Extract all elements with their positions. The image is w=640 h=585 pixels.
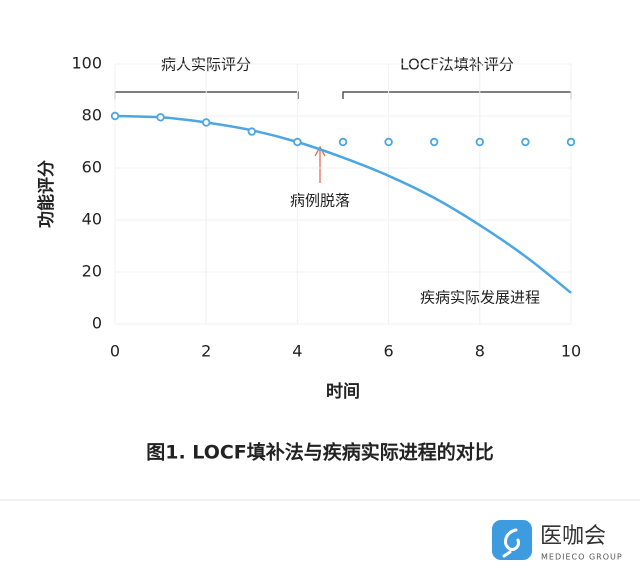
caption: 图1. LOCF填补法与疾病实际进程的对比 xyxy=(146,441,494,464)
point xyxy=(338,137,348,147)
x-tick-label: 6 xyxy=(384,342,394,361)
bracket xyxy=(342,91,572,99)
logo-name: 医咖会 xyxy=(540,524,606,549)
x-axis-label: 时间 xyxy=(326,381,360,402)
point xyxy=(384,137,393,147)
arrow-head xyxy=(314,145,326,157)
point xyxy=(110,111,120,121)
x-tick-label: 2 xyxy=(201,342,211,361)
annotation: 病例脱落 xyxy=(290,192,350,210)
point xyxy=(475,137,484,147)
x-tick-label: 10 xyxy=(561,342,581,361)
series-line xyxy=(114,114,572,294)
y-tick-label: 0 xyxy=(92,314,102,333)
logo-icon xyxy=(492,520,532,560)
y-tick-label: 100 xyxy=(71,54,102,73)
y-axis-label: 功能评分 xyxy=(36,160,57,228)
x-tick-label: 0 xyxy=(110,342,120,361)
point xyxy=(156,113,165,122)
point xyxy=(430,137,439,147)
y-tick-label: 20 xyxy=(82,262,102,281)
y-tick-label: 80 xyxy=(82,106,102,125)
logo-glyph xyxy=(502,528,520,558)
y-tick-label: 60 xyxy=(82,158,102,177)
point xyxy=(201,118,211,127)
point xyxy=(521,137,530,147)
x-tick-label: 4 xyxy=(292,342,302,361)
point xyxy=(247,127,256,136)
x-tick-label: 8 xyxy=(475,342,485,361)
point xyxy=(293,137,302,147)
point xyxy=(566,137,576,147)
y-tick-label: 40 xyxy=(82,210,102,229)
logo-sub: MEDIECO GROUP xyxy=(541,553,623,562)
